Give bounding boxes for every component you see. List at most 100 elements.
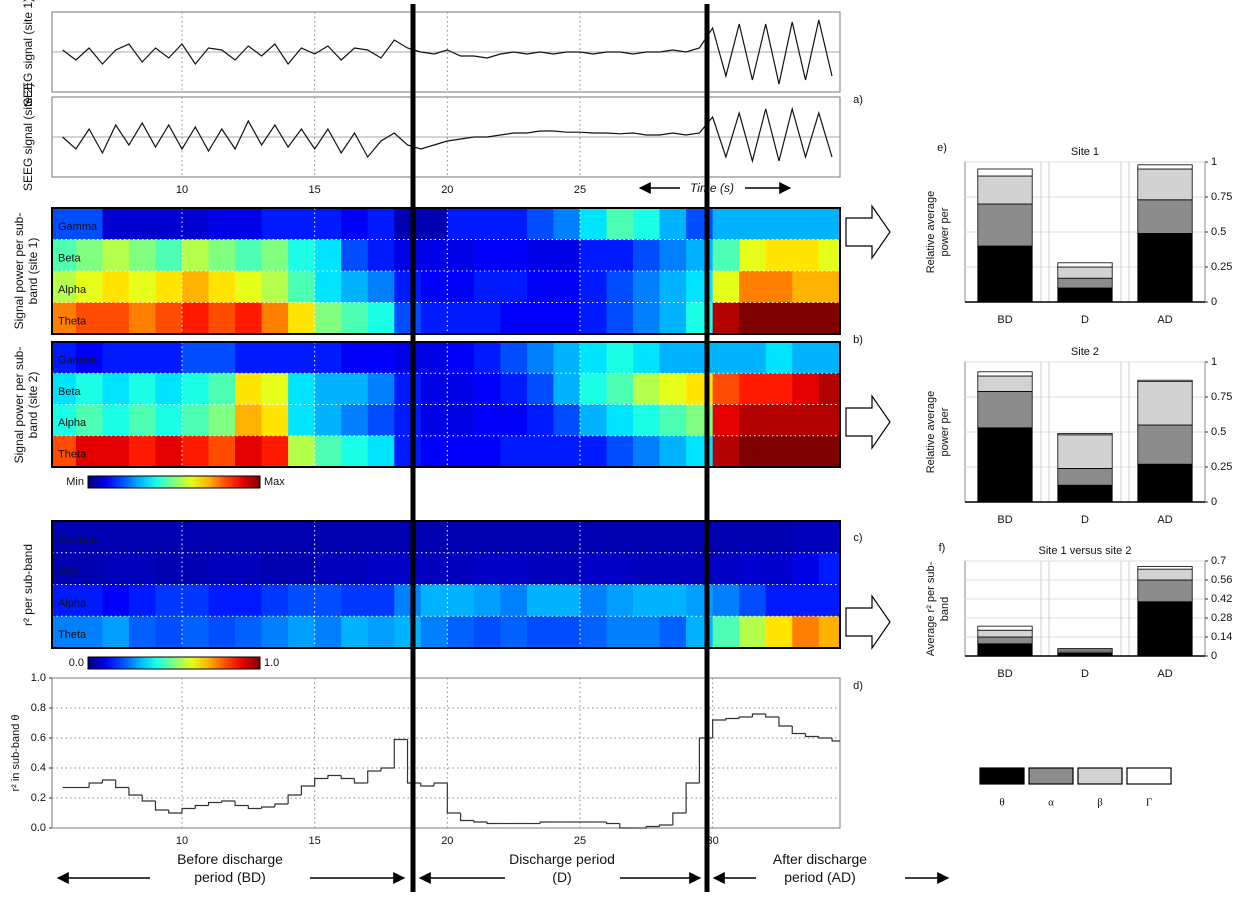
heatmap-cell: [739, 239, 767, 272]
step-segment: [181, 807, 196, 813]
bar-segment: [1057, 287, 1113, 303]
heatmap-cell: [394, 373, 422, 406]
heatmap-frame: [51, 520, 841, 649]
heatmap-cell: [526, 239, 555, 272]
heatmap-cell: [367, 435, 395, 467]
bar-segment: [977, 203, 1033, 247]
heatmap-cell: [579, 302, 608, 334]
heatmap-cell: [765, 404, 793, 437]
heatmap-cell: [739, 271, 767, 304]
step-segment: [261, 806, 275, 809]
heatmap-cell: [235, 552, 263, 586]
y-tick-label: 0.5: [1211, 426, 1226, 438]
heatmap-cell: [155, 271, 183, 304]
heatmap-cell: [367, 342, 395, 374]
bar-segment: [1057, 648, 1113, 651]
step-segment: [619, 823, 634, 829]
x-tick-label: D: [1081, 668, 1089, 680]
heatmap-cell: [288, 521, 316, 554]
heatmap-cell: [633, 616, 661, 648]
heatmap-cell: [818, 342, 840, 374]
heatmap-cell: [235, 342, 263, 374]
heatmap-cell: [394, 208, 422, 241]
plot-frame: [51, 677, 841, 829]
heatmap-cell: [128, 271, 157, 304]
x-tick-label: 30: [707, 835, 719, 847]
heatmap-cell: [288, 435, 316, 467]
heatmap-cell: [102, 584, 130, 617]
heatmap-cell: [659, 584, 687, 617]
heatmap-cell: [553, 373, 581, 406]
heatmap-cell: [712, 435, 740, 467]
heatmap-cell: [182, 239, 210, 272]
heatmap-cell: [75, 584, 104, 617]
heatmap-cell: [633, 552, 661, 586]
heatmap-cell: [182, 373, 210, 406]
heatmap-cell: [367, 552, 395, 586]
heatmap-cell: [128, 239, 157, 272]
step-segment: [818, 736, 833, 739]
period-label: Before discharge period (BD): [177, 851, 283, 885]
heatmap-cell: [155, 552, 183, 586]
bar-segment: [1137, 232, 1193, 303]
step-segment: [433, 782, 448, 786]
heatmap-cell: [553, 271, 581, 304]
heatmap-cell: [606, 342, 634, 374]
step-segment: [645, 825, 660, 828]
step-segment: [751, 713, 766, 717]
heatmap-cell: [288, 239, 316, 272]
step-segment: [115, 780, 129, 789]
step-segment: [274, 803, 289, 807]
heatmap-cell: [526, 271, 555, 304]
step-segment: [393, 738, 408, 768]
bar-segment: [977, 629, 1033, 638]
bar-segment: [1057, 484, 1113, 503]
heatmap-cell: [553, 208, 581, 241]
heatmap-cell: [553, 342, 581, 374]
heatmap-cell: [659, 552, 687, 586]
step-segment: [486, 822, 501, 825]
y-tick-label: 0: [1211, 296, 1217, 308]
step-segment: [287, 794, 302, 804]
heatmap-cell: [288, 208, 316, 241]
heatmap-cell: [208, 552, 236, 586]
heatmap-cell: [712, 404, 740, 437]
bar-segment: [1137, 566, 1193, 570]
heatmap-cell: [288, 373, 316, 406]
heatmap-cell: [341, 302, 369, 334]
bar-segment: [1057, 262, 1113, 268]
heatmap-cell: [367, 584, 395, 617]
bar-segment: [1137, 601, 1193, 657]
heatmap-cell: [208, 373, 236, 406]
heatmap-cell: [420, 239, 448, 272]
heatmap-cell: [473, 521, 501, 554]
heatmap-cell: [792, 373, 820, 406]
heatmap-cells: [52, 521, 840, 648]
heatmap-cell: [367, 208, 395, 241]
y-tick-label: 1: [1211, 156, 1217, 168]
y-axis-label: r² per sub-band: [21, 543, 35, 626]
heatmap-cell: [52, 302, 77, 334]
heatmap-cell: [765, 342, 793, 374]
bar-segment: [977, 245, 1033, 303]
heatmap-cell: [818, 208, 840, 241]
band-label: Gamma: [58, 221, 98, 233]
panel-letter: f): [939, 542, 946, 554]
colorbar: [87, 475, 261, 489]
heatmap-cell: [314, 271, 342, 304]
heatmap-cell: [526, 404, 555, 437]
y-axis-label: Signal power per sub-band (site 2): [12, 346, 40, 463]
heatmap-cell: [208, 342, 236, 374]
heatmap-cell: [606, 208, 634, 241]
x-tick-label: 10: [176, 184, 188, 196]
heatmap-cell: [52, 616, 77, 648]
heatmap-cell: [235, 302, 263, 334]
heatmap-cell: [420, 521, 448, 554]
bar-segment: [1057, 467, 1113, 486]
y-tick-label: 0.14: [1211, 631, 1232, 643]
heatmap-cell: [765, 521, 793, 554]
y-axis-label: Relative average power per: [925, 190, 951, 274]
heatmap-cell: [235, 373, 263, 406]
heatmap-cell: [128, 435, 157, 467]
heatmap-cell: [659, 404, 687, 437]
